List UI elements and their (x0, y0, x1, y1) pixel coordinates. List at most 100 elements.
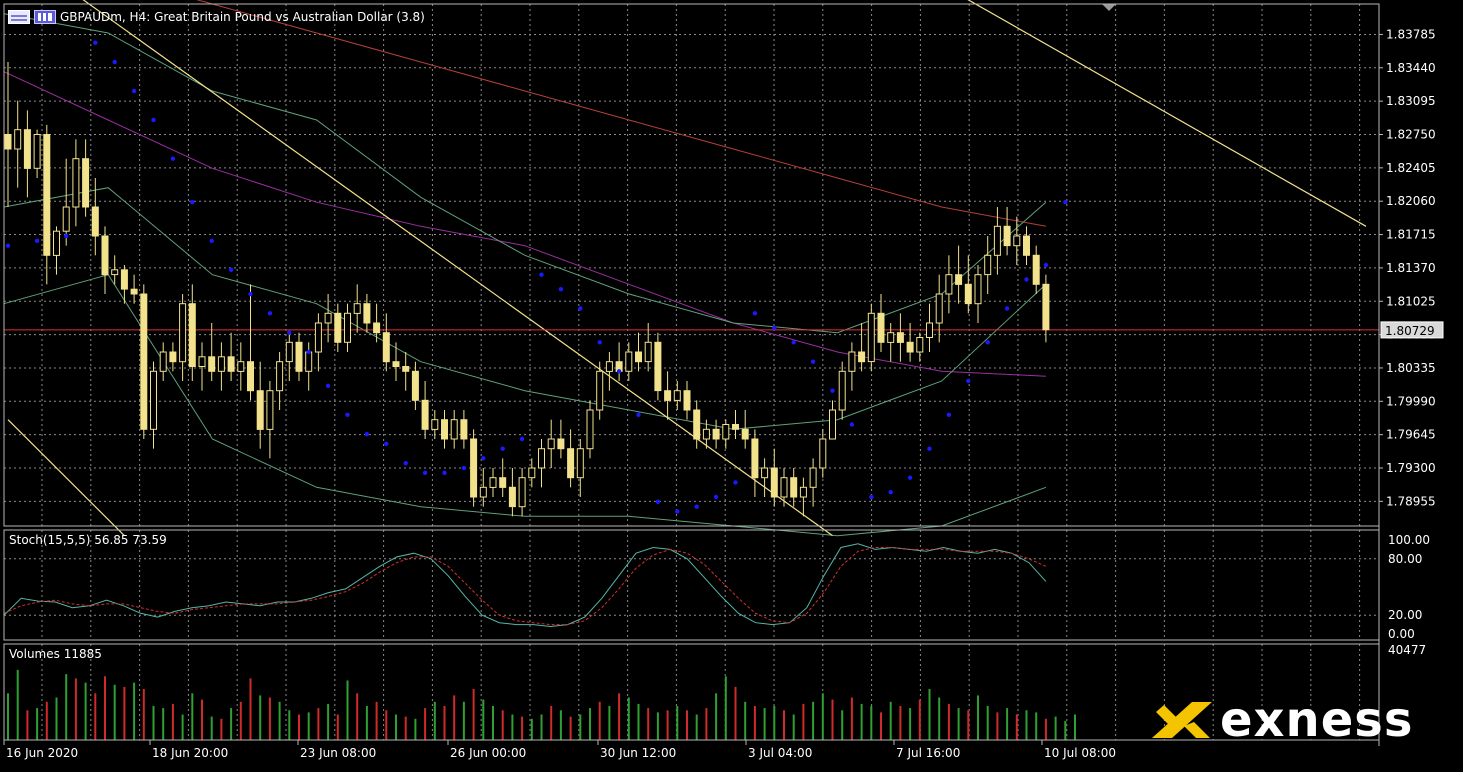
candle-body (770, 467, 778, 498)
moving-average-red (196, 0, 1046, 227)
candle (518, 468, 526, 517)
candle-body (421, 399, 429, 430)
candle-body (460, 419, 468, 440)
candle (1042, 274, 1050, 343)
candle-body (906, 341, 914, 353)
price-tick-label: 1.79990 (1386, 394, 1436, 408)
candle (266, 381, 274, 459)
sar-dot (325, 383, 331, 388)
candle (334, 303, 342, 352)
candle-body (567, 448, 575, 479)
current-price-box (1380, 321, 1444, 339)
candle (683, 381, 691, 420)
sar-dot (5, 243, 11, 248)
candle (838, 361, 846, 420)
candle-body (829, 409, 836, 440)
candle (23, 110, 31, 198)
candle (605, 352, 613, 391)
sar-dot (228, 267, 234, 272)
sar-dot (752, 311, 758, 316)
candle-body (120, 269, 128, 290)
candles-layer (4, 62, 1050, 517)
candle-body (470, 438, 478, 498)
candle (644, 323, 652, 372)
candle-body (14, 129, 22, 150)
bar-chart-icon[interactable] (34, 10, 56, 24)
candle (431, 410, 439, 439)
sar-dot (985, 340, 990, 345)
volume-max-label: 40477 (1388, 643, 1426, 657)
price-tick-label: 1.81025 (1386, 294, 1436, 308)
candle-body (683, 390, 691, 411)
exness-logo-icon (1152, 702, 1212, 738)
candle (140, 284, 148, 439)
candle (964, 255, 972, 314)
candle-body (518, 477, 526, 508)
candle-body (450, 419, 458, 440)
candle (741, 410, 749, 449)
sar-dot (675, 509, 680, 514)
grid-layer (4, 4, 1379, 740)
chart-shift-marker (1102, 4, 1116, 11)
price-tick-label: 1.78955 (1386, 494, 1436, 508)
time-tick-label: 10 Jul 08:00 (1044, 746, 1116, 760)
candle-body (576, 448, 584, 479)
candle (867, 303, 875, 372)
candle-body (887, 332, 895, 343)
candle (1032, 245, 1040, 294)
candle (955, 245, 963, 304)
sar-dot (131, 88, 137, 94)
candle (247, 284, 254, 401)
candle-body (528, 467, 536, 479)
candle-body (305, 351, 313, 372)
candle (625, 342, 633, 381)
candle-body (732, 424, 739, 430)
candle-body (217, 356, 225, 372)
stoch-title: Stoch(15,5,5) 56.85 73.59 (9, 533, 167, 547)
brand-logo: exness (1150, 696, 1413, 744)
candle-body (441, 419, 448, 440)
sar-dot (170, 156, 176, 161)
candle (479, 468, 487, 507)
candle-body (896, 332, 904, 343)
candle-body (198, 356, 206, 367)
candle-body (276, 361, 284, 392)
candle-body (130, 288, 138, 295)
panel-frame-1 (3, 3, 1380, 527)
candle (33, 129, 41, 178)
candle (373, 303, 381, 343)
time-tick-label: 30 Jun 12:00 (600, 746, 676, 760)
price-tick-label: 1.83095 (1386, 94, 1436, 108)
candle-body (1032, 254, 1040, 285)
candle-body (625, 351, 633, 372)
candle (829, 400, 836, 440)
candle-body (926, 322, 933, 338)
sar-dot (694, 504, 699, 509)
candle-body (761, 467, 769, 479)
candle-body (53, 230, 60, 256)
chart-window-icon[interactable] (8, 10, 30, 24)
price-tick-label: 1.82405 (1386, 161, 1436, 175)
sar-dot (927, 446, 932, 451)
stoch-tick-label: 20.00 (1388, 608, 1422, 622)
candle-body (237, 361, 245, 372)
stoch-main-line (3, 543, 1047, 628)
candle-body (955, 274, 963, 285)
sar-dot (209, 238, 214, 243)
sar-dot (1063, 200, 1068, 205)
time-tick-label: 18 Jun 20:00 (152, 746, 228, 760)
candle-body (295, 341, 303, 372)
candle (1023, 226, 1030, 265)
candle (411, 361, 419, 410)
candle-body (809, 467, 817, 488)
sar-dot (306, 349, 311, 355)
candle (382, 313, 390, 372)
sar-dot (63, 233, 69, 239)
candle-body (1013, 235, 1021, 247)
panel-frame-2 (3, 529, 1380, 641)
candle-body (790, 477, 798, 498)
sar-dot (907, 475, 913, 480)
candle (120, 265, 128, 304)
volumes-layer (7, 669, 1076, 740)
